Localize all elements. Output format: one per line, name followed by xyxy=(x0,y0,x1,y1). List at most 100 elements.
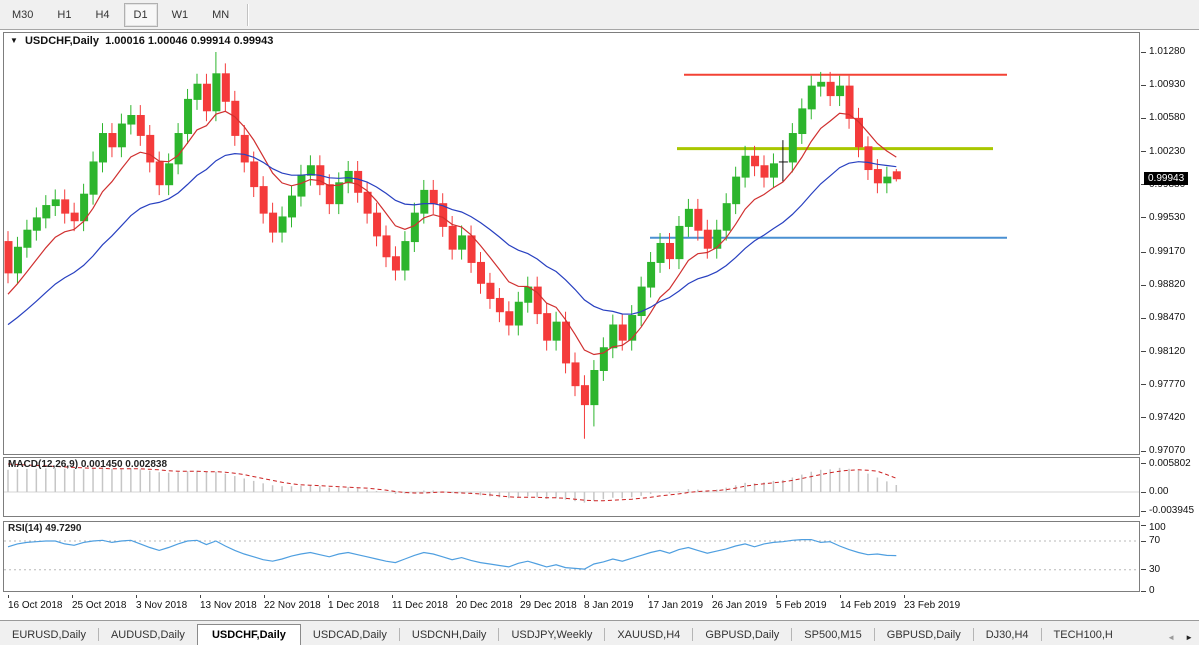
bull-candle xyxy=(590,360,599,427)
timeframe-button-h4[interactable]: H4 xyxy=(95,8,110,21)
candle-body xyxy=(429,189,438,205)
date-tick xyxy=(712,595,713,598)
timeframe-button-m30[interactable]: M30 xyxy=(12,8,34,21)
bear-candle xyxy=(571,352,580,397)
bull-candle xyxy=(656,233,665,273)
tab-separator xyxy=(873,628,875,641)
timeframe-button-mn[interactable]: MN xyxy=(212,8,230,21)
candle-body xyxy=(382,235,391,258)
candle-body xyxy=(552,321,561,341)
chart-tab-gbpusd-daily[interactable]: GBPUSD,Daily xyxy=(705,629,780,641)
macd-signal-line xyxy=(7,463,897,502)
bear-candle xyxy=(486,272,495,309)
candle-body xyxy=(609,324,618,349)
bear-candle xyxy=(618,314,627,351)
chart-tab-dj30-h4[interactable]: DJ30,H4 xyxy=(985,629,1029,641)
candle-body xyxy=(883,176,892,184)
chart-tab-usdjpy-weekly[interactable]: USDJPY,Weekly xyxy=(511,629,593,641)
bull-candle xyxy=(99,123,107,173)
candle-body xyxy=(533,286,542,315)
date-tick xyxy=(456,595,457,598)
candle-body xyxy=(580,385,589,406)
candle-body xyxy=(656,242,665,263)
bull-candle xyxy=(722,193,731,241)
candle-body xyxy=(23,229,32,248)
chart-tab-usdchf-daily[interactable]: USDCHF,Daily xyxy=(196,624,301,645)
date-tick xyxy=(328,595,329,598)
price-axis-tick xyxy=(1141,184,1146,185)
bull-candle xyxy=(288,185,296,228)
bull-candle xyxy=(297,164,306,207)
macd-label: MACD(12,26,9) 0.001450 0.002838 xyxy=(8,459,168,470)
rsi-canvas[interactable] xyxy=(4,522,1139,591)
candle-body xyxy=(514,301,523,326)
bull-candle xyxy=(599,337,608,381)
candle-body xyxy=(193,83,202,100)
candle-body xyxy=(684,208,693,227)
date-tick xyxy=(8,595,9,598)
bull-candle xyxy=(514,291,523,336)
tab-separator xyxy=(1040,628,1042,641)
bear-candle xyxy=(448,215,457,260)
bear-candle xyxy=(580,375,589,439)
candle-body xyxy=(174,133,183,165)
bear-candle xyxy=(146,124,155,173)
chart-tab-eurusd-daily[interactable]: EURUSD,Daily xyxy=(12,629,86,641)
main-chart-canvas[interactable] xyxy=(4,33,1139,454)
candle-body xyxy=(855,117,863,148)
timeframe-button-w1[interactable]: W1 xyxy=(171,8,189,21)
candle-body xyxy=(751,155,760,167)
chart-tab-gbpusd-daily[interactable]: GBPUSD,Daily xyxy=(886,629,961,641)
bull-candle xyxy=(713,219,722,259)
price-axis-label: 0.97070 xyxy=(1149,445,1186,457)
candle-body xyxy=(278,216,287,233)
bear-candle xyxy=(694,198,703,241)
candle-body xyxy=(363,191,372,214)
slow-ma xyxy=(7,152,897,326)
chart-symbol-label: USDCHF,Daily xyxy=(24,35,99,47)
tab-scroll-left-icon[interactable]: ◄ xyxy=(1167,633,1176,642)
candle-body xyxy=(354,170,363,193)
bull-candle xyxy=(420,179,429,224)
chart-tab-xauusd-h4[interactable]: XAUUSD,H4 xyxy=(617,629,681,641)
bull-candle xyxy=(732,166,741,215)
chart-tab-tech100-h[interactable]: TECH100,H xyxy=(1053,629,1113,641)
candle-body xyxy=(231,100,240,136)
date-label: 20 Dec 2018 xyxy=(456,600,513,611)
chart-tab-sp500-m15[interactable]: SP500,M15 xyxy=(804,629,862,641)
chart-title: ▼ USDCHF,Daily 1.00016 1.00046 0.99914 0… xyxy=(10,35,273,47)
bear-candle xyxy=(61,189,70,224)
bull-candle xyxy=(552,311,561,351)
candle-body xyxy=(628,315,637,341)
bull-candle xyxy=(174,123,183,175)
bull-candle xyxy=(647,252,656,298)
price-axis-label: 0.98820 xyxy=(1149,279,1186,291)
candle-body xyxy=(694,208,703,231)
macd-canvas[interactable] xyxy=(4,458,1139,516)
bear-candle xyxy=(221,63,230,112)
chart-tab-usdcnh-daily[interactable]: USDCNH,Daily xyxy=(411,629,487,641)
candle-body xyxy=(108,133,117,148)
collapse-triangle-icon[interactable]: ▼ xyxy=(10,36,18,45)
timeframe-button-h1[interactable]: H1 xyxy=(57,8,72,21)
candle-body xyxy=(155,161,164,186)
macd-axis-tick xyxy=(1141,463,1146,464)
date-label: 11 Dec 2018 xyxy=(392,600,448,611)
candle-body xyxy=(495,297,504,313)
price-axis-label: 0.98120 xyxy=(1149,345,1186,357)
bar-close-value: 0.99943 xyxy=(233,35,274,47)
date-label: 26 Jan 2019 xyxy=(712,600,768,611)
candle-body xyxy=(675,225,684,260)
candle-body xyxy=(618,324,627,341)
tab-scroll-right-icon[interactable]: ► xyxy=(1185,633,1193,642)
date-tick xyxy=(584,595,585,598)
price-axis-tick xyxy=(1141,417,1146,418)
macd-axis-label: 0.00 xyxy=(1149,486,1169,497)
chart-tab-audusd-daily[interactable]: AUDUSD,Daily xyxy=(110,629,185,641)
bear-candle xyxy=(666,233,674,270)
bear-candle xyxy=(240,124,249,173)
timeframe-button-d1[interactable]: D1 xyxy=(123,2,158,27)
date-label: 16 Oct 2018 xyxy=(8,600,63,611)
chart-tab-usdcad-daily[interactable]: USDCAD,Daily xyxy=(312,629,387,641)
candle-body xyxy=(864,146,873,171)
